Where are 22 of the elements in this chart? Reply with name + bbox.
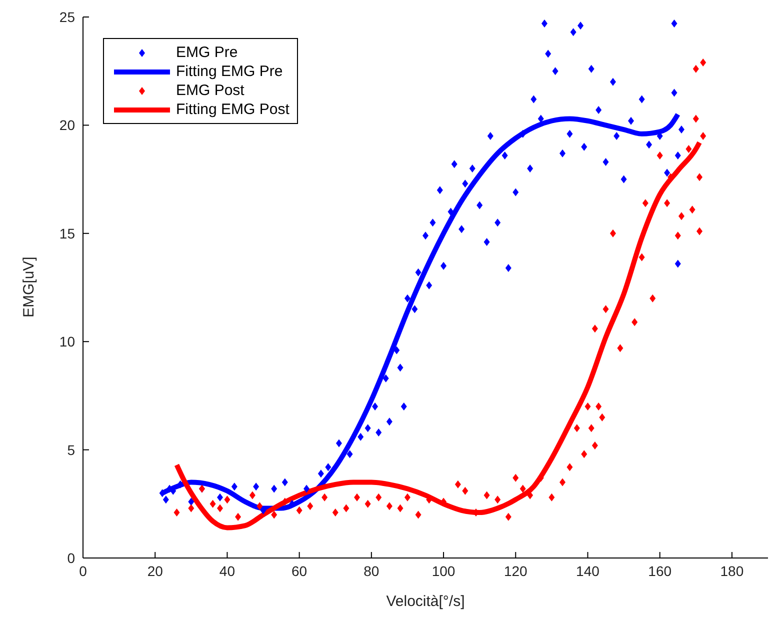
y-tick-label: 25: [59, 8, 76, 25]
y-tick-label: 15: [59, 225, 76, 242]
y-tick-label: 10: [59, 334, 76, 350]
y-tick-label: 20: [59, 117, 76, 134]
x-axis-title: Velocità[°/s]: [386, 593, 465, 610]
x-tick-label: 60: [292, 562, 308, 579]
x-tick-label: 140: [576, 562, 600, 579]
x-tick-label: 100: [432, 562, 456, 579]
x-tick-label: 120: [504, 562, 528, 579]
x-tick-label: 160: [648, 562, 672, 579]
x-tick-label: 40: [219, 562, 236, 579]
x-tick-label: 180: [720, 562, 744, 579]
legend-label: Fitting EMG Post: [176, 101, 290, 118]
x-tick-label: 20: [147, 562, 164, 579]
y-axis-title: EMG[uV]: [20, 256, 38, 318]
y-tick-label: 0: [67, 550, 76, 566]
y-tick-label: 5: [67, 442, 76, 458]
legend-label: Fitting EMG Pre: [176, 63, 283, 80]
x-tick-label: 0: [79, 562, 88, 579]
x-tick-label: 80: [364, 562, 380, 579]
legend-label: EMG Post: [176, 82, 244, 99]
legend-label: EMG Pre: [176, 44, 238, 61]
